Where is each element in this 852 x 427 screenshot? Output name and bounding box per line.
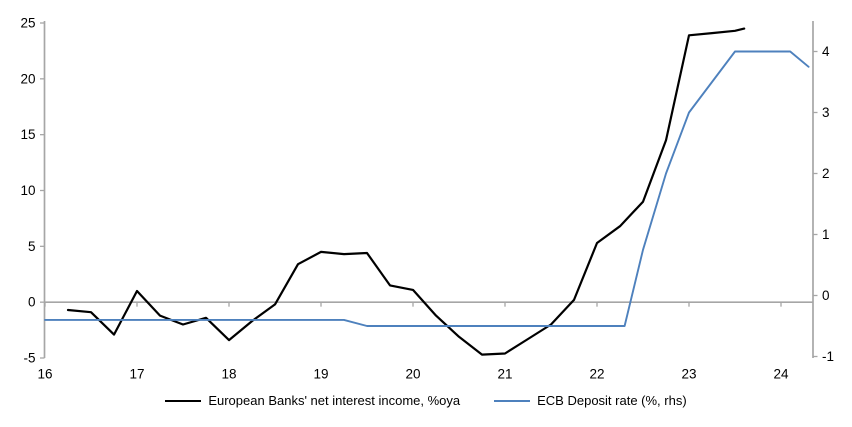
right-axis-tick-label: 1 xyxy=(822,227,830,242)
left-axis-tick-label: 20 xyxy=(20,71,35,86)
right-axis-tick-label: 3 xyxy=(822,105,830,120)
x-axis-tick-label: 23 xyxy=(681,367,696,382)
deposit-rate-legend-label: ECB Deposit rate (%, rhs) xyxy=(537,393,687,408)
legend-item-deposit-rate: ECB Deposit rate (%, rhs) xyxy=(494,393,687,408)
right-axis-tick-label: 2 xyxy=(822,166,830,181)
right-axis-tick-label: -1 xyxy=(822,349,834,364)
deposit-rate-line-swatch xyxy=(494,399,531,402)
left-axis-tick-label: 5 xyxy=(28,239,36,254)
x-axis-tick-label: 18 xyxy=(221,367,236,382)
x-axis-tick-label: 16 xyxy=(37,367,52,382)
x-axis-tick-label: 20 xyxy=(405,367,420,382)
left-axis-tick-label: 10 xyxy=(20,183,35,198)
series-line-ecb-deposit-rate xyxy=(44,50,810,327)
x-axis-tick-label: 22 xyxy=(589,367,604,382)
legend-item-nii: European Banks' net interest income, %oy… xyxy=(165,393,460,408)
left-axis-tick-label: 15 xyxy=(20,127,35,142)
chart-legend: European Banks' net interest income, %oy… xyxy=(0,393,852,408)
series-line-european-banks-nii xyxy=(66,27,746,356)
left-axis-tick-label: 0 xyxy=(28,295,36,310)
nii-line-swatch xyxy=(165,399,202,402)
nii-legend-label: European Banks' net interest income, %oy… xyxy=(208,393,461,408)
x-axis-tick-label: 17 xyxy=(129,367,144,382)
left-axis-tick-label: -5 xyxy=(23,351,35,366)
right-axis-tick-label: 4 xyxy=(822,44,830,59)
right-axis-tick-label: 0 xyxy=(822,288,830,303)
x-axis-tick-label: 19 xyxy=(313,367,328,382)
x-axis-tick-label: 21 xyxy=(497,367,512,382)
x-axis-tick-label: 24 xyxy=(773,367,789,382)
left-axis-tick-label: 25 xyxy=(20,16,35,31)
